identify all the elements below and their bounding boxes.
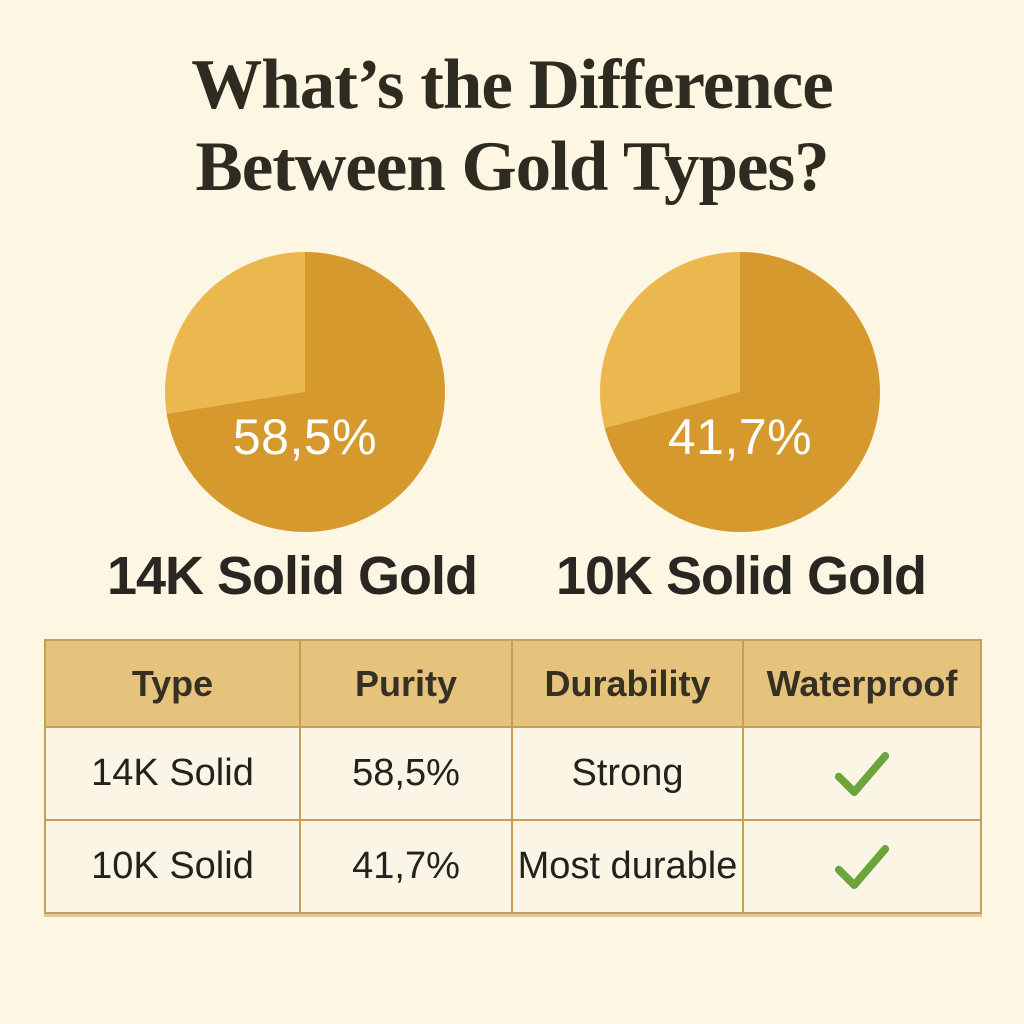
title-line-2: Between Gold Types?: [195, 128, 829, 206]
infographic-title: What’s the Difference Between Gold Types…: [0, 44, 1024, 208]
purity-cell: 58,5%: [299, 726, 513, 821]
waterproof-cell: [742, 819, 982, 914]
comparison-table: Type Purity Durability Waterproof 14K So…: [44, 639, 982, 914]
checkmark-icon: [834, 751, 890, 796]
pie-value-14k: 58,5%: [232, 408, 378, 465]
pie-caption-14k: 14K Solid Gold: [106, 546, 478, 606]
waterproof-cell: [742, 726, 982, 821]
table-row: 14K Solid 58,5% Strong: [44, 726, 982, 821]
durability-cell: Most durable: [511, 819, 744, 914]
pie-chart-14k: 58,5%: [165, 252, 445, 532]
durability-cell: Strong: [511, 726, 744, 821]
checkmark-icon: [834, 844, 890, 889]
header-waterproof: Waterproof: [742, 639, 982, 728]
header-purity: Purity: [299, 639, 513, 728]
title-line-1: What’s the Difference: [191, 46, 833, 124]
type-cell: 10K Solid: [44, 819, 301, 914]
type-cell: 14K Solid: [44, 726, 301, 821]
table-header-row: Type Purity Durability Waterproof: [44, 639, 982, 728]
pie-chart-10k: 41,7%: [600, 252, 880, 532]
table-row: 10K Solid 41,7% Most durable: [44, 819, 982, 914]
pie-caption-10k: 10K Solid Gold: [555, 546, 927, 606]
purity-cell: 41,7%: [299, 819, 513, 914]
pie-value-10k: 41,7%: [667, 408, 813, 465]
header-durability: Durability: [511, 639, 744, 728]
header-type: Type: [44, 639, 301, 728]
